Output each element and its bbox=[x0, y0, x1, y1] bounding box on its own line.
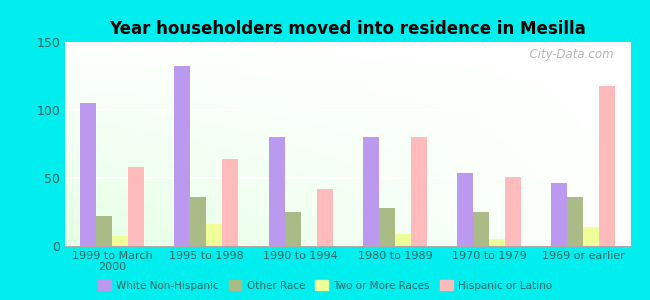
Bar bbox=[174, 67, 190, 246]
Bar bbox=[489, 239, 505, 246]
Bar bbox=[395, 234, 411, 246]
Bar bbox=[505, 177, 521, 246]
Bar bbox=[473, 212, 489, 246]
Bar bbox=[411, 137, 427, 246]
Bar bbox=[599, 85, 616, 246]
Bar bbox=[285, 212, 300, 246]
Bar bbox=[80, 103, 96, 246]
Bar bbox=[567, 197, 584, 246]
Bar bbox=[379, 208, 395, 246]
Bar bbox=[584, 227, 599, 246]
Bar bbox=[268, 137, 285, 246]
Bar bbox=[363, 137, 379, 246]
Legend: White Non-Hispanic, Other Race, Two or More Races, Hispanic or Latino: White Non-Hispanic, Other Race, Two or M… bbox=[94, 276, 556, 295]
Text: City-Data.com: City-Data.com bbox=[522, 48, 614, 61]
Bar bbox=[112, 236, 128, 246]
Bar bbox=[128, 167, 144, 246]
Title: Year householders moved into residence in Mesilla: Year householders moved into residence i… bbox=[109, 20, 586, 38]
Bar bbox=[551, 183, 567, 246]
Bar bbox=[190, 197, 207, 246]
Bar bbox=[96, 216, 112, 246]
Bar bbox=[457, 172, 473, 246]
Bar bbox=[222, 159, 239, 246]
Bar bbox=[207, 224, 222, 246]
Bar bbox=[317, 189, 333, 246]
